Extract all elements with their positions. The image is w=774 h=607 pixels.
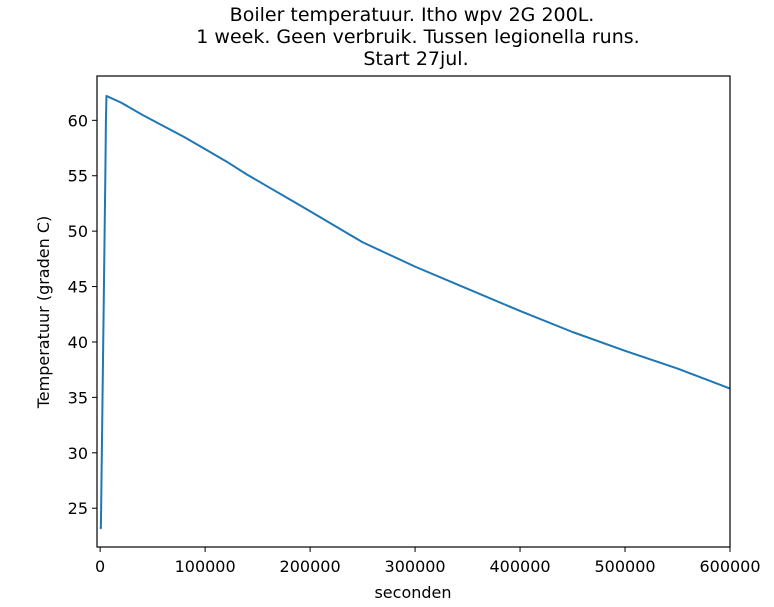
chart-title: Boiler temperatuur. Itho wpv 2G 200L. 1 …: [196, 4, 639, 70]
series-line: [99, 94, 731, 530]
y-axis-ticks: 25 30 35 40 45 50 55 60: [68, 111, 97, 518]
x-tick-label: 300000: [385, 557, 446, 576]
y-tick-label: 35: [68, 388, 88, 407]
title-line-1: Boiler temperatuur. Itho wpv 2G 200L.: [230, 4, 595, 26]
plot-frame: [96, 75, 731, 548]
title-line-3: Start 27jul.: [363, 48, 468, 70]
y-tick-label: 55: [68, 167, 88, 186]
y-tick-label: 40: [68, 333, 88, 352]
x-tick-label: 100000: [175, 557, 236, 576]
x-tick-label: 500000: [594, 557, 655, 576]
y-tick-label: 60: [68, 111, 88, 130]
plot-area: [99, 94, 731, 530]
x-axis-label: seconden: [374, 583, 451, 602]
x-tick-label: 400000: [490, 557, 551, 576]
x-tick-label: 600000: [699, 557, 760, 576]
y-tick-label: 45: [68, 278, 88, 297]
title-line-2: 1 week. Geen verbruik. Tussen legionella…: [196, 26, 639, 48]
y-tick-label: 50: [68, 222, 88, 241]
y-tick-label: 30: [68, 444, 88, 463]
x-axis-ticks: 0 100000 200000 300000 400000 500000 600000: [95, 547, 761, 576]
x-tick-label: 0: [95, 557, 105, 576]
y-tick-label: 25: [68, 499, 88, 518]
x-tick-label: 200000: [280, 557, 341, 576]
y-axis-label: Temperatuur (graden C): [34, 216, 53, 410]
